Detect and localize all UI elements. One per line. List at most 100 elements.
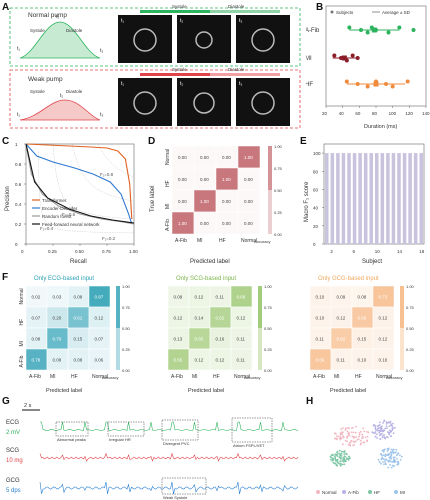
normal-frame-1-label: t₁ bbox=[121, 18, 124, 24]
panel-d-cell-value: 0.00 bbox=[222, 155, 231, 160]
panel-f-cell-value: 0.10 bbox=[358, 358, 367, 363]
panel-h-embedding-point bbox=[346, 440, 349, 443]
panel-c-iso-f1-curve bbox=[52, 145, 133, 220]
panel-h-marks: Normal A-Fib HF MI bbox=[316, 419, 405, 495]
weak-diastole-text: Diastole bbox=[66, 89, 83, 94]
panel-g-annotation-label: Abnormal peaks bbox=[57, 437, 86, 442]
panel-b-subject-point bbox=[350, 53, 355, 58]
panel-h-embedding-point bbox=[389, 422, 391, 424]
panel-f-x-label: MI bbox=[334, 374, 340, 380]
panel-f-colorbar-tick: 0.75 bbox=[406, 305, 415, 310]
panel-h-embedding-point bbox=[392, 456, 395, 459]
panel-h-embedding-point bbox=[355, 440, 357, 442]
panel-h-embedding-point bbox=[339, 457, 342, 459]
panel-h-embedding-point bbox=[330, 456, 333, 459]
panel-d-cell bbox=[237, 211, 261, 235]
panel-f-cell-value: 0.73 bbox=[379, 295, 388, 300]
normal-pump-frame bbox=[9, 7, 301, 67]
panel-h-embedding-point bbox=[387, 453, 390, 456]
panel-h-embedding-point bbox=[346, 437, 348, 439]
panel-f-x-label: MI bbox=[50, 374, 56, 380]
panel-c-series-line bbox=[25, 143, 133, 220]
panel-f-colorbar-label: Accuracy bbox=[102, 375, 118, 380]
panel-h-embedding-point bbox=[334, 455, 336, 458]
panel-h-embedding-point bbox=[399, 459, 402, 461]
panel-f-colorbar-fade bbox=[400, 328, 404, 370]
panel-e-xtick-label: 10 bbox=[375, 249, 381, 254]
panel-h-embedding-point bbox=[361, 433, 363, 436]
panel-c-iso-f1-label: F₁=0.6 bbox=[62, 212, 76, 217]
panel-h-embedding-point bbox=[378, 431, 381, 434]
panel-h-embedding-point bbox=[358, 435, 360, 438]
panel-g-time-scale: 2 s bbox=[24, 403, 32, 409]
panel-h-embedding-point bbox=[383, 463, 385, 466]
normal-frame-3 bbox=[236, 15, 290, 63]
panel-e-xtick-label: 6 bbox=[353, 249, 356, 254]
panel-h-embedding-point bbox=[387, 436, 389, 439]
panel-h-embedding-point bbox=[394, 426, 396, 429]
panel-h-embedding-point bbox=[336, 455, 339, 458]
panel-f-x-label: A-Fib bbox=[29, 374, 41, 380]
panel-h-embedding-point bbox=[338, 449, 341, 452]
panel-f-cell-value: 0.07 bbox=[32, 316, 41, 321]
panel-h-embedding-point bbox=[339, 453, 342, 456]
panel-h-embedding-point bbox=[359, 430, 362, 433]
normal-diastole-arrow bbox=[210, 10, 280, 13]
panel-c-legend-label: Random forest bbox=[42, 214, 72, 219]
weak-frame-2-label: t₂ bbox=[180, 81, 183, 87]
panel-letter-a: A bbox=[2, 2, 10, 13]
panel-b-xtick-label: 20 bbox=[322, 111, 328, 116]
panel-h-embedding-point bbox=[385, 425, 388, 428]
panel-f-cell-value: 0.78 bbox=[32, 358, 41, 363]
panel-h-embedding-point bbox=[345, 452, 347, 455]
panel-f-cell-value: 0.66 bbox=[358, 316, 367, 321]
panel-d-x-label: A-Fib bbox=[175, 238, 187, 244]
panel-f-y-label: A-Fib bbox=[19, 355, 25, 367]
panel-d-colorbar-tick: 0.25 bbox=[274, 210, 283, 215]
panel-g-annotation-label: Divergent PVC bbox=[163, 441, 190, 446]
panel-f-y-label: Normal bbox=[19, 288, 25, 304]
panel-f-cell-value: 0.15 bbox=[74, 337, 83, 342]
panel-h-embedding-point bbox=[394, 456, 396, 459]
panel-h-embedding-point bbox=[391, 449, 394, 451]
panel-d-x-label: MI bbox=[197, 238, 203, 244]
normal-frame-1 bbox=[118, 15, 172, 63]
panel-f-cell-value: 0.14 bbox=[195, 316, 204, 321]
panel-h-legend-label: A-Fib bbox=[348, 490, 359, 495]
panel-f-x-label: Normal bbox=[92, 374, 108, 380]
panel-h-embedding-point bbox=[335, 464, 338, 466]
panel-f-cell-value: 0.09 bbox=[337, 295, 346, 300]
weak-chamber-2 bbox=[193, 92, 215, 114]
panel-d-cell-value: 0.00 bbox=[200, 221, 209, 226]
panel-h-embedding-point bbox=[382, 422, 384, 424]
panel-f-cell bbox=[88, 348, 111, 371]
panel-f-colorbar-tick: 0.75 bbox=[122, 305, 131, 310]
panel-h-embedding-point bbox=[383, 436, 386, 439]
panel-b-xtick-label: 80 bbox=[372, 111, 378, 116]
panel-h-embedding-point bbox=[397, 452, 400, 455]
panel-h-embedding-point bbox=[353, 435, 356, 438]
normal-chamber-3 bbox=[251, 28, 275, 52]
weak-systole-arrow bbox=[140, 73, 210, 76]
panel-b-xtick-label: 100 bbox=[389, 111, 397, 116]
panel-d-cell-value: 0.00 bbox=[244, 177, 253, 182]
panel-d-marks: 0.00 0.00 0.00 1.00 0.00 0.00 1.00 0.00 0.00 1.00… bbox=[165, 144, 283, 244]
panel-c-xtick-label: 1.00 bbox=[129, 249, 138, 254]
panel-e-bar bbox=[363, 153, 368, 244]
panel-d-cell-value: 0.00 bbox=[222, 221, 231, 226]
panel-h-embedding-point bbox=[374, 432, 376, 435]
panel-f-title: Only SCG-based input bbox=[176, 276, 236, 282]
panel-b-mean-marker bbox=[341, 55, 347, 61]
panel-b-xtick-label: 140 bbox=[422, 111, 430, 116]
weak-arrow-systole-label: Systole bbox=[172, 67, 187, 72]
panel-c-series-line bbox=[25, 143, 133, 225]
panel-e-bar bbox=[336, 153, 340, 244]
panel-f-x-label: HF bbox=[71, 374, 78, 380]
panel-h-embedding-point bbox=[333, 432, 336, 435]
panel-f-cell-value: 0.08 bbox=[32, 337, 41, 342]
panel-d-cell-value: 1.00 bbox=[178, 221, 187, 226]
panel-h-embedding-point bbox=[389, 464, 391, 466]
panel-h-embedding-point bbox=[342, 427, 344, 429]
normal-pump-curve bbox=[19, 21, 101, 59]
panel-h-legend-swatch bbox=[316, 490, 320, 494]
